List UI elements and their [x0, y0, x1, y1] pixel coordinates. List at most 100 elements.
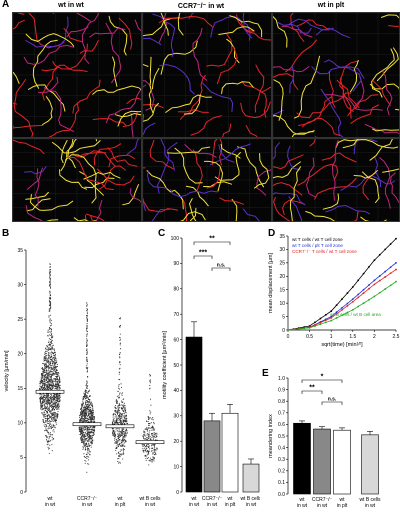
data-point: [83, 453, 85, 455]
data-point: [79, 418, 81, 420]
data-point: [54, 419, 56, 421]
data-point: [118, 433, 121, 435]
data-point: [59, 386, 61, 388]
cell-track: [290, 13, 305, 42]
data-point: [50, 418, 52, 420]
cell-track: [117, 110, 141, 127]
data-point: [86, 411, 88, 413]
data-point: [83, 441, 85, 443]
data-point: [146, 430, 148, 432]
cell-track: [388, 25, 399, 27]
median-bar: [72, 422, 102, 427]
y-tick-label: 0: [176, 490, 179, 496]
cell-track: [372, 80, 391, 106]
data-point: [89, 410, 91, 412]
data-point: [47, 443, 49, 445]
data-point: [51, 352, 53, 354]
data-point: [48, 300, 50, 302]
cell-track: [46, 219, 59, 221]
track-image-wt-in-plt-top: [272, 12, 400, 138]
data-point: [125, 440, 127, 443]
y-tick-label: 20: [173, 439, 179, 445]
data-point: [120, 422, 122, 425]
cell-track: [143, 199, 179, 213]
cell-track: [52, 13, 92, 22]
cell-track: [389, 172, 399, 203]
data-point: [53, 398, 56, 400]
cell-track: [289, 65, 295, 94]
category-label: wt in plt: [115, 496, 126, 508]
cell-track: [25, 191, 49, 200]
data-point: [46, 411, 48, 413]
data-point: [93, 421, 95, 423]
data-point: [155, 434, 157, 436]
data-point: [44, 413, 47, 415]
data-point: [125, 419, 128, 421]
data-point: [113, 432, 115, 434]
data-point: [154, 432, 156, 434]
data-point: [86, 381, 88, 383]
cell-track: [129, 187, 141, 203]
data-point: [85, 460, 87, 462]
data-point: [88, 436, 90, 438]
data-point: [46, 380, 48, 382]
category-label-line: wt B cells: [240, 496, 260, 502]
data-point: [51, 436, 53, 438]
data-point: [58, 408, 60, 410]
data-point: [122, 433, 124, 435]
data-point: [123, 450, 125, 452]
data-point: [47, 419, 49, 421]
data-point: [90, 415, 92, 417]
data-point: [119, 361, 121, 363]
data-point: [115, 420, 117, 422]
data-point: [148, 431, 150, 433]
data-point: [47, 365, 49, 367]
cell-track: [376, 47, 399, 82]
y-axis-label: motility coefficient [µm²/min]: [162, 331, 168, 399]
data-point: [47, 361, 49, 363]
data-point: [122, 404, 124, 406]
cell-track: [149, 139, 174, 170]
category-label-line: in plt: [337, 503, 348, 509]
data-point: [47, 381, 49, 383]
data-point: [47, 335, 49, 337]
data-point: [90, 418, 92, 420]
data-point: [153, 435, 155, 437]
data-point: [49, 397, 51, 399]
data-point: [46, 372, 48, 374]
cell-track: [174, 147, 203, 184]
data-point: [80, 411, 82, 414]
data-point: [86, 311, 88, 313]
data-point: [46, 395, 48, 397]
data-point: [43, 415, 45, 417]
data-point: [147, 450, 149, 452]
data-point: [87, 446, 89, 448]
data-point: [83, 413, 85, 415]
data-point: [150, 411, 152, 413]
data-point: [146, 457, 149, 460]
data-point: [50, 413, 52, 415]
data-point: [89, 432, 92, 434]
data-point: [53, 413, 55, 415]
data-point: [51, 370, 53, 372]
data-point: [80, 431, 82, 433]
cell-track: [206, 33, 233, 67]
data-point: [92, 431, 94, 433]
data-point: [48, 387, 50, 389]
data-point: [149, 410, 151, 412]
data-point: [86, 322, 88, 325]
data-point: [84, 449, 87, 451]
data-point: [45, 427, 47, 429]
data-point: [54, 350, 56, 352]
data-point: [48, 421, 50, 423]
data-point: [119, 333, 121, 335]
data-point: [120, 445, 122, 447]
data-point: [45, 355, 47, 357]
data-point: [53, 365, 55, 367]
data-point: [85, 418, 87, 420]
bar: [221, 412, 239, 493]
data-point: [116, 445, 118, 447]
data-point: [41, 401, 43, 403]
data-point: [50, 355, 52, 358]
data-point: [85, 418, 88, 420]
